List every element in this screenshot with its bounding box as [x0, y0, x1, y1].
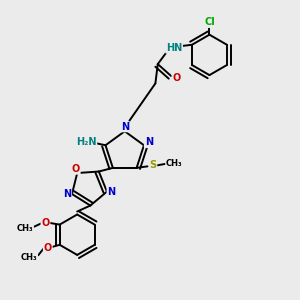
Text: O: O [44, 243, 52, 253]
Text: S: S [149, 160, 157, 170]
Text: O: O [172, 74, 181, 83]
Text: O: O [72, 164, 80, 174]
Text: N: N [121, 122, 129, 131]
Text: CH₃: CH₃ [166, 160, 182, 169]
Text: N: N [145, 137, 153, 147]
Text: O: O [41, 218, 50, 228]
Text: H₂N: H₂N [76, 137, 96, 147]
Text: N: N [63, 189, 71, 199]
Text: CH₃: CH₃ [17, 224, 34, 233]
Text: N: N [107, 187, 116, 196]
Text: CH₃: CH₃ [21, 253, 38, 262]
Text: Cl: Cl [204, 17, 215, 27]
Text: HN: HN [166, 43, 182, 53]
